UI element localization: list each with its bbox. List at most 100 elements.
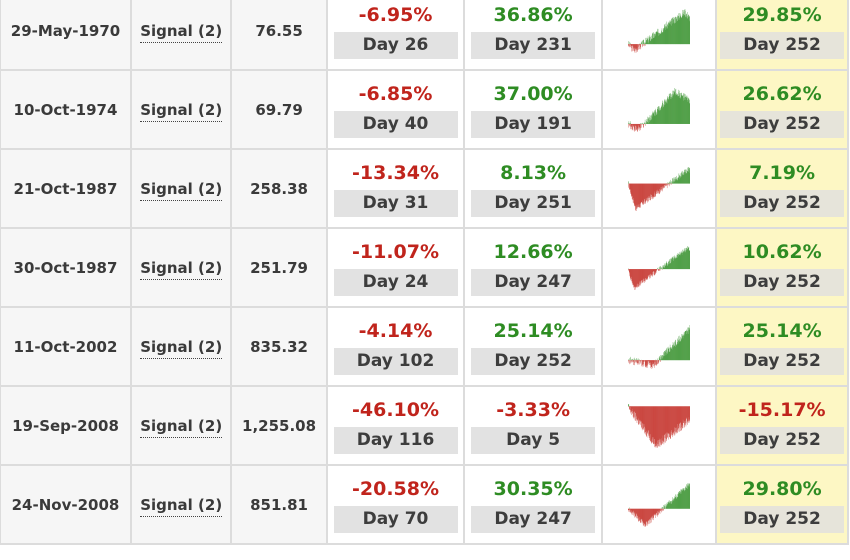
date-text: 24-Nov-2008 (11, 495, 120, 514)
date-cell: 21-Oct-1987 (0, 148, 132, 229)
final-return-cell: 29.85% Day 252 (715, 0, 849, 71)
signal-cell: Signal (2) (129, 227, 233, 308)
peak-cell: 36.86% Day 231 (463, 0, 603, 71)
final-percent: 26.62% (742, 83, 822, 105)
sparkline-chart (628, 87, 691, 132)
drawdown-day-badge: Day 102 (333, 348, 458, 375)
table-row: 29-May-1970 Signal (2) 76.55 -6.95% Day … (0, 0, 849, 71)
date-cell: 30-Oct-1987 (0, 227, 132, 308)
signal-cell: Signal (2) (129, 306, 233, 387)
sparkline-cell (600, 148, 718, 229)
table-row: 21-Oct-1987 Signal (2) 258.38 -13.34% Da… (0, 148, 849, 229)
peak-cell: 25.14% Day 252 (463, 306, 603, 387)
date-text: 11-Oct-2002 (13, 337, 118, 356)
table-row: 19-Sep-2008 Signal (2) 1,255.08 -46.10% … (0, 385, 849, 466)
sparkline-chart (628, 482, 691, 527)
final-day-badge: Day 252 (720, 427, 845, 454)
drawdown-percent: -46.10% (352, 399, 440, 421)
sparkline-chart (628, 166, 691, 211)
drawdown-day-badge: Day 26 (333, 32, 458, 59)
price-cell: 1,255.08 (230, 385, 328, 466)
drawdown-percent: -6.95% (358, 4, 433, 26)
price-cell: 76.55 (230, 0, 328, 71)
peak-percent: 25.14% (493, 320, 573, 342)
peak-day-badge: Day 251 (471, 190, 596, 217)
peak-cell: 37.00% Day 191 (463, 69, 603, 150)
signal-link[interactable]: Signal (2) (140, 417, 223, 438)
peak-percent: 8.13% (500, 162, 567, 184)
peak-cell: 12.66% Day 247 (463, 227, 603, 308)
price-text: 251.79 (250, 258, 308, 277)
sparkline-cell (600, 69, 718, 150)
signal-cell: Signal (2) (129, 385, 233, 466)
price-text: 1,255.08 (242, 416, 317, 435)
final-percent: 7.19% (749, 162, 816, 184)
final-percent: 10.62% (742, 241, 822, 263)
drawdown-day-badge: Day 40 (333, 111, 458, 138)
drawdown-percent: -4.14% (358, 320, 433, 342)
peak-percent: 36.86% (493, 4, 573, 26)
date-cell: 24-Nov-2008 (0, 464, 132, 545)
signal-link[interactable]: Signal (2) (140, 101, 223, 122)
final-day-badge: Day 252 (720, 348, 845, 375)
final-return-cell: 26.62% Day 252 (715, 69, 849, 150)
peak-day-badge: Day 191 (471, 111, 596, 138)
signal-cell: Signal (2) (129, 0, 233, 71)
peak-percent: -3.33% (496, 399, 571, 421)
table-row: 10-Oct-1974 Signal (2) 69.79 -6.85% Day … (0, 69, 849, 150)
signal-link[interactable]: Signal (2) (140, 338, 223, 359)
signal-link[interactable]: Signal (2) (140, 259, 223, 280)
peak-day-badge: Day 252 (471, 348, 596, 375)
drawdown-percent: -6.85% (358, 83, 433, 105)
peak-day-badge: Day 5 (471, 427, 596, 454)
date-text: 29-May-1970 (10, 21, 121, 40)
peak-percent: 30.35% (493, 478, 573, 500)
table-row: 11-Oct-2002 Signal (2) 835.32 -4.14% Day… (0, 306, 849, 387)
signal-cell: Signal (2) (129, 464, 233, 545)
sparkline-cell (600, 227, 718, 308)
final-day-badge: Day 252 (720, 269, 845, 296)
price-text: 76.55 (255, 21, 303, 40)
drawdown-cell: -4.14% Day 102 (325, 306, 466, 387)
date-cell: 29-May-1970 (0, 0, 132, 71)
final-percent: 25.14% (742, 320, 822, 342)
peak-day-badge: Day 247 (471, 269, 596, 296)
drawdown-cell: -46.10% Day 116 (325, 385, 466, 466)
price-text: 835.32 (250, 337, 308, 356)
signal-link[interactable]: Signal (2) (140, 22, 223, 43)
peak-day-badge: Day 247 (471, 506, 596, 533)
drawdown-cell: -11.07% Day 24 (325, 227, 466, 308)
final-return-cell: 25.14% Day 252 (715, 306, 849, 387)
signal-link[interactable]: Signal (2) (140, 180, 223, 201)
peak-cell: -3.33% Day 5 (463, 385, 603, 466)
sparkline-chart (628, 8, 691, 53)
sparkline-cell (600, 385, 718, 466)
sparkline-cell (600, 464, 718, 545)
price-cell: 251.79 (230, 227, 328, 308)
drawdown-percent: -20.58% (352, 478, 440, 500)
drawdown-cell: -6.85% Day 40 (325, 69, 466, 150)
sparkline-chart (628, 324, 691, 369)
date-cell: 11-Oct-2002 (0, 306, 132, 387)
peak-day-badge: Day 231 (471, 32, 596, 59)
final-day-badge: Day 252 (720, 506, 845, 533)
final-percent: 29.80% (742, 478, 822, 500)
drawdown-day-badge: Day 24 (333, 269, 458, 296)
price-text: 69.79 (255, 100, 303, 119)
final-return-cell: 10.62% Day 252 (715, 227, 849, 308)
results-table: 29-May-1970 Signal (2) 76.55 -6.95% Day … (0, 0, 849, 545)
table-row: 30-Oct-1987 Signal (2) 251.79 -11.07% Da… (0, 227, 849, 308)
price-cell: 835.32 (230, 306, 328, 387)
final-return-cell: 29.80% Day 252 (715, 464, 849, 545)
price-cell: 258.38 (230, 148, 328, 229)
final-return-cell: 7.19% Day 252 (715, 148, 849, 229)
final-day-badge: Day 252 (720, 190, 845, 217)
date-text: 21-Oct-1987 (13, 179, 118, 198)
signal-link[interactable]: Signal (2) (140, 496, 223, 517)
drawdown-cell: -20.58% Day 70 (325, 464, 466, 545)
signal-cell: Signal (2) (129, 148, 233, 229)
price-cell: 69.79 (230, 69, 328, 150)
sparkline-cell (600, 306, 718, 387)
drawdown-cell: -6.95% Day 26 (325, 0, 466, 71)
drawdown-day-badge: Day 31 (333, 190, 458, 217)
